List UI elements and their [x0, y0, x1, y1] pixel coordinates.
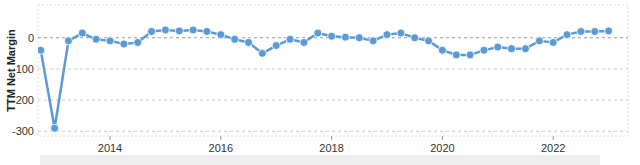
data-point — [438, 46, 446, 54]
x-tick — [331, 136, 332, 140]
data-point — [591, 28, 599, 36]
data-point — [64, 37, 72, 45]
data-point — [411, 34, 419, 42]
data-point — [369, 37, 377, 45]
data-point — [328, 32, 336, 40]
data-point — [217, 31, 225, 39]
data-point — [272, 42, 280, 50]
data-point — [134, 38, 142, 46]
data-point — [245, 38, 253, 46]
x-tick-label: 2022 — [541, 142, 565, 154]
data-point — [92, 35, 100, 43]
data-point — [549, 38, 557, 46]
data-point — [314, 29, 322, 37]
y-axis-label: TTM Net Margin — [5, 29, 17, 112]
series-line — [41, 30, 609, 128]
grid-line — [38, 131, 628, 132]
y-tick-label: -300 — [12, 125, 34, 137]
x-tick — [110, 136, 111, 140]
x-tick — [442, 136, 443, 140]
data-point — [397, 29, 405, 37]
chart-svg: -300-200-100020142016201820202022TTM Net… — [0, 0, 640, 165]
x-tick — [220, 136, 221, 140]
data-point — [577, 28, 585, 36]
data-point — [258, 49, 266, 57]
data-point — [106, 37, 114, 45]
data-point — [38, 46, 45, 54]
footer-strip — [40, 155, 600, 165]
data-point — [508, 45, 516, 53]
grid-line — [38, 68, 628, 69]
grid-line — [38, 100, 628, 101]
data-point — [78, 29, 86, 37]
data-point — [605, 27, 613, 35]
x-tick-label: 2018 — [319, 142, 343, 154]
chart-root: -300-200-100020142016201820202022TTM Net… — [0, 0, 640, 165]
data-point — [383, 31, 391, 39]
x-tick-label: 2014 — [98, 142, 122, 154]
data-point — [51, 124, 59, 132]
data-point — [563, 31, 571, 39]
data-point — [231, 35, 239, 43]
x-tick-label: 2016 — [209, 142, 233, 154]
data-point — [120, 40, 128, 48]
plot-frame — [38, 5, 628, 136]
x-tick-label: 2020 — [430, 142, 454, 154]
data-point — [189, 26, 197, 34]
data-point — [480, 46, 488, 54]
data-point — [300, 38, 308, 46]
data-point — [341, 33, 349, 41]
data-point — [286, 35, 294, 43]
data-point — [203, 28, 211, 36]
data-point — [494, 43, 502, 51]
data-point — [355, 34, 363, 42]
data-point — [466, 51, 474, 59]
data-point — [535, 37, 543, 45]
plot-data — [38, 26, 613, 132]
data-point — [425, 37, 433, 45]
data-point — [161, 26, 169, 34]
data-point — [148, 28, 156, 36]
x-tick — [553, 136, 554, 140]
y-tick-label: 0 — [28, 32, 34, 44]
data-point — [452, 51, 460, 59]
data-point — [522, 45, 530, 53]
data-point — [175, 27, 183, 35]
